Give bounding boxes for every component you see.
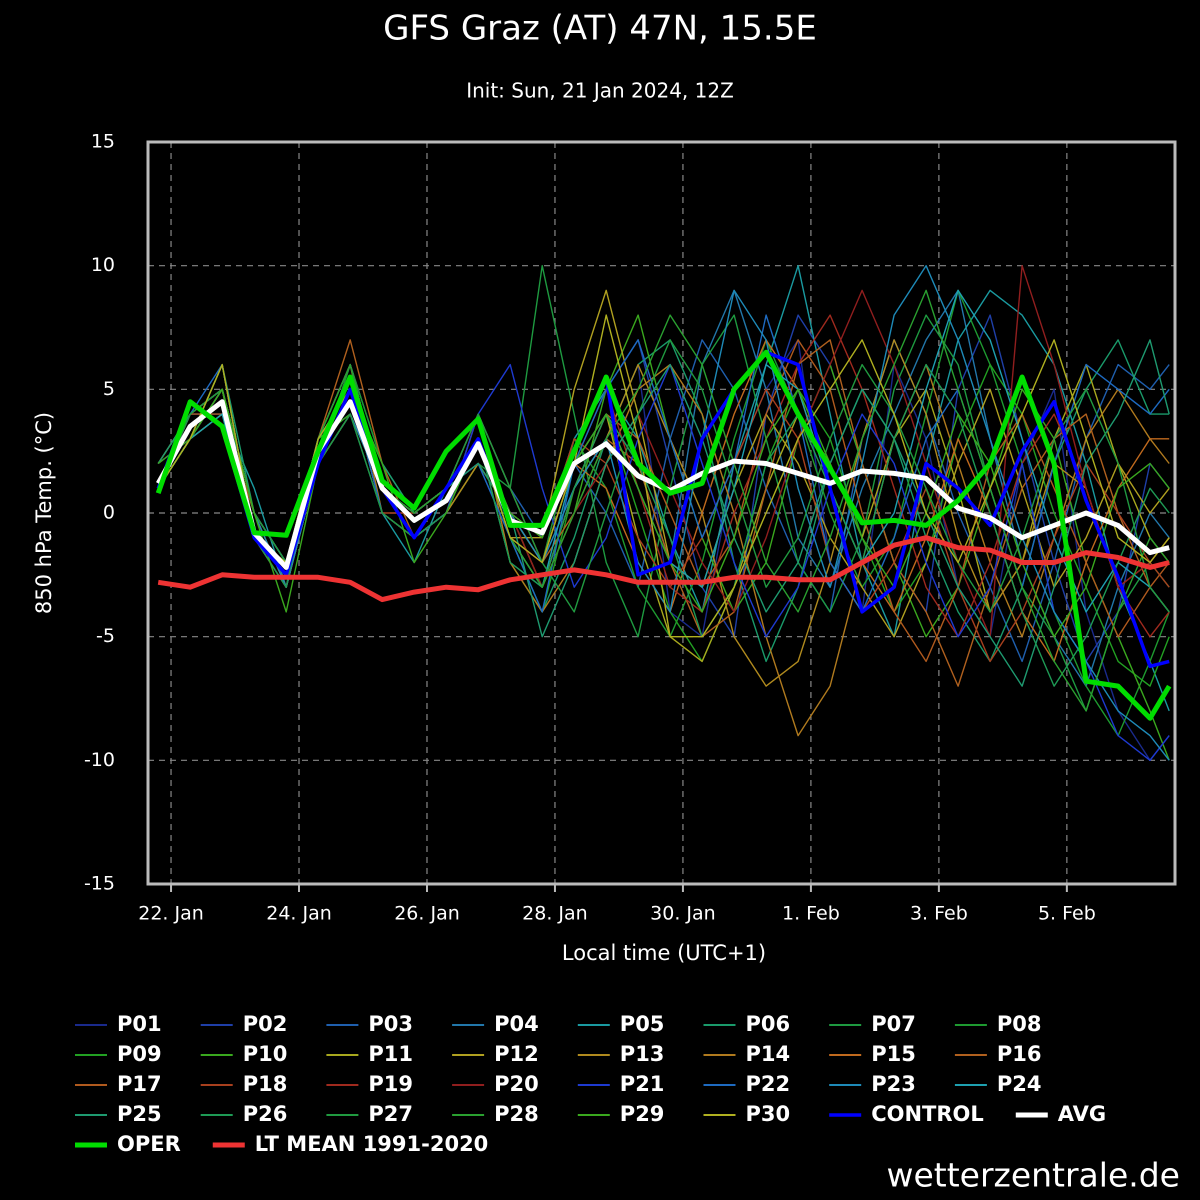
legend-label: P04: [494, 1012, 539, 1036]
legend-label: P28: [494, 1102, 539, 1126]
y-axis-label: 850 hPa Temp. (°C): [32, 412, 56, 614]
legend-label: P30: [746, 1102, 791, 1126]
legend-label: P22: [746, 1072, 791, 1096]
legend-label: P29: [620, 1102, 665, 1126]
y-tick-label: 5: [103, 378, 115, 400]
y-tick-label: -15: [84, 873, 115, 895]
legend-label: P03: [368, 1012, 413, 1036]
x-tick-label: 28. Jan: [522, 903, 588, 925]
legend: P01 P02 P03 P04 P05 P06 P07 P08 P09 P10 P11 P12 P13 P…: [75, 1012, 1106, 1156]
y-tick-label: -5: [96, 625, 115, 647]
series-line: [157, 535, 1170, 603]
legend-label: P17: [117, 1072, 162, 1096]
x-tick-label: 30. Jan: [650, 903, 716, 925]
y-tick-label: -10: [84, 749, 115, 771]
legend-label: P21: [620, 1072, 665, 1096]
plot-frame: [146, 140, 1177, 886]
legend-label: P01: [117, 1012, 162, 1036]
series-line: [157, 289, 1170, 712]
legend-label: P27: [368, 1102, 413, 1126]
legend-label: AVG: [1058, 1102, 1106, 1126]
plot-lines: [155, 265, 1172, 761]
x-tick-label: 24. Jan: [266, 903, 332, 925]
y-tick-label: 15: [91, 131, 115, 153]
legend-label: P07: [871, 1012, 916, 1036]
legend-label: CONTROL: [871, 1102, 984, 1126]
legend-label: OPER: [117, 1132, 181, 1156]
legend-label: LT MEAN 1991-2020: [255, 1132, 489, 1156]
x-tick-label: 1. Feb: [782, 903, 840, 925]
y-tick-label: 0: [103, 502, 115, 524]
x-axis-label: Local time (UTC+1): [562, 941, 766, 965]
legend-label: P12: [494, 1042, 539, 1066]
watermark: wetterzentrale.de: [886, 1156, 1180, 1195]
x-tick-label: 22. Jan: [138, 903, 204, 925]
legend-label: P16: [997, 1042, 1042, 1066]
chart-title: GFS Graz (AT) 47N, 15.5E: [383, 9, 817, 49]
legend-label: P18: [243, 1072, 288, 1096]
legend-label: P23: [871, 1072, 916, 1096]
legend-label: P19: [368, 1072, 413, 1096]
legend-label: P14: [746, 1042, 791, 1066]
y-tick-label: 10: [91, 254, 115, 276]
chart-subtitle: Init: Sun, 21 Jan 2024, 12Z: [466, 79, 734, 103]
series-line: [155, 349, 1172, 721]
legend-label: P08: [997, 1012, 1042, 1036]
legend-label: P13: [620, 1042, 665, 1066]
legend-label: P20: [494, 1072, 539, 1096]
legend-label: P26: [243, 1102, 288, 1126]
grid: [148, 141, 1175, 892]
x-tick-label: 3. Feb: [910, 903, 968, 925]
x-tick-label: 26. Jan: [394, 903, 460, 925]
legend-label: P02: [243, 1012, 288, 1036]
legend-label: P09: [117, 1042, 162, 1066]
legend-label: P06: [746, 1012, 791, 1036]
legend-label: P11: [368, 1042, 413, 1066]
legend-label: P05: [620, 1012, 665, 1036]
legend-label: P15: [871, 1042, 916, 1066]
legend-label: P24: [997, 1072, 1042, 1096]
x-tick-label: 5. Feb: [1038, 903, 1096, 925]
legend-label: P25: [117, 1102, 162, 1126]
legend-label: P10: [243, 1042, 288, 1066]
series-line: [157, 339, 1170, 613]
